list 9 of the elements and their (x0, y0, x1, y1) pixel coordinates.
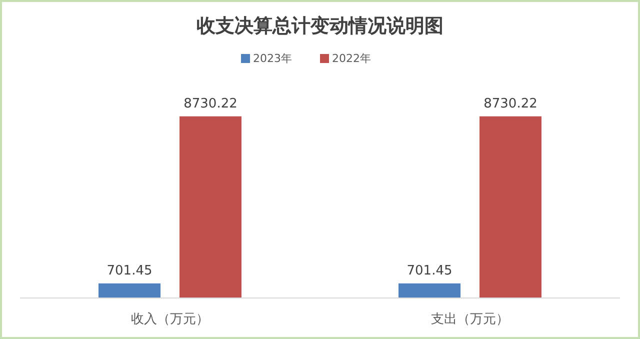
data-label: 8730.22 (184, 96, 238, 112)
data-label: 8730.22 (484, 96, 538, 112)
x-tick-label: 支出（万元） (431, 312, 509, 327)
legend-label: 2022年 (332, 52, 371, 65)
legend-label: 2023年 (253, 52, 292, 65)
chart-title: 收支决算总计变动情况说明图 (196, 15, 444, 37)
data-label: 701.45 (106, 263, 152, 278)
x-tick-label: 收入（万元） (131, 312, 209, 327)
data-label: 701.45 (406, 263, 452, 278)
